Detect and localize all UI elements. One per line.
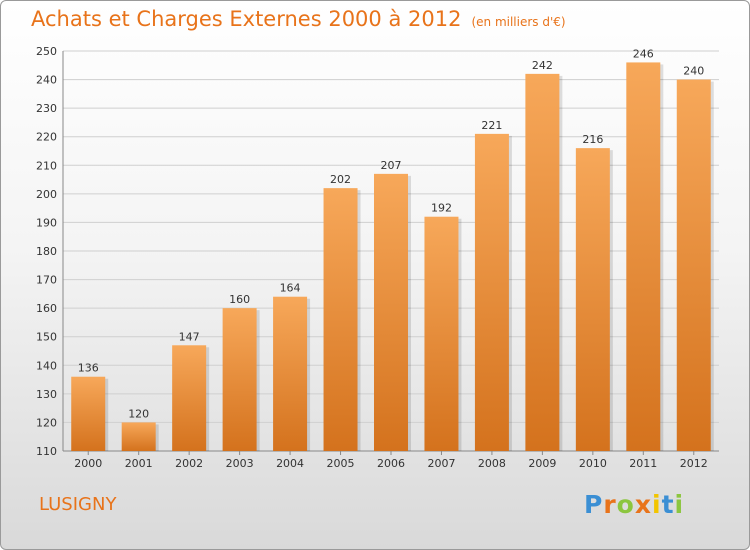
x-tick-label: 2001 — [125, 457, 153, 470]
y-tick-label: 240 — [36, 74, 57, 87]
bar-2000 — [71, 376, 106, 451]
y-tick-label: 120 — [36, 416, 57, 429]
x-tick-label: 2006 — [377, 457, 405, 470]
bar-2012 — [676, 79, 711, 452]
value-label: 240 — [683, 65, 704, 78]
y-tick-label: 170 — [36, 274, 57, 287]
logo-letter: i — [674, 490, 685, 519]
x-tick-label: 2012 — [680, 457, 708, 470]
bar-2006 — [374, 173, 408, 451]
value-label: 136 — [78, 362, 99, 375]
x-tick-label: 2003 — [226, 457, 254, 470]
place-name: LUSIGNY — [39, 494, 117, 515]
bar-2003 — [222, 308, 257, 451]
logo-letter: i — [652, 490, 662, 519]
x-tick-label: 2000 — [74, 457, 102, 470]
y-tick-label: 250 — [36, 45, 57, 58]
y-tick-label: 200 — [36, 188, 57, 201]
x-tick-label: 2010 — [579, 457, 607, 470]
value-label: 164 — [280, 282, 301, 295]
value-label: 207 — [381, 159, 402, 172]
logo-letter: P — [584, 490, 604, 519]
x-tick-label: 2007 — [427, 457, 455, 470]
x-tick-label: 2004 — [276, 457, 304, 470]
chart-title: Achats et Charges Externes 2000 à 2012 (e… — [31, 7, 566, 31]
bar-2002 — [172, 345, 207, 451]
label-layer: 110 120 130 140 150 160 170 180 190 200 210 220 230 2… — [36, 45, 708, 470]
chart-title-text: Achats et Charges Externes 2000 à 2012 — [31, 7, 462, 31]
value-label: 246 — [633, 47, 654, 60]
bar-2010 — [575, 148, 610, 451]
value-label: 242 — [532, 59, 553, 72]
value-label: 202 — [330, 173, 351, 186]
value-label: 147 — [179, 330, 200, 343]
value-label: 120 — [128, 407, 149, 420]
logo-letter: t — [661, 490, 675, 519]
x-tick-label: 2005 — [327, 457, 355, 470]
logo-letter: x — [634, 490, 652, 519]
value-label: 160 — [229, 293, 250, 306]
bar-2008 — [474, 133, 509, 451]
x-tick-label: 2002 — [175, 457, 203, 470]
x-tick-label: 2011 — [629, 457, 657, 470]
bar-2007 — [424, 216, 459, 451]
y-tick-label: 140 — [36, 359, 57, 372]
y-tick-label: 220 — [36, 131, 57, 144]
bar-2005 — [323, 188, 358, 451]
y-tick-label: 190 — [36, 216, 57, 229]
x-tick-label: 2008 — [478, 457, 506, 470]
proxiti-logo: Proxiti — [584, 490, 684, 519]
logo-letter: r — [603, 490, 617, 519]
bar-2011 — [626, 62, 661, 452]
logo-letter: o — [616, 490, 635, 519]
y-tick-label: 110 — [36, 445, 57, 458]
y-tick-label: 230 — [36, 102, 57, 115]
y-tick-label: 210 — [36, 159, 57, 172]
y-tick-label: 130 — [36, 388, 57, 401]
chart-subtitle: (en milliers d'€) — [471, 15, 566, 29]
value-label: 192 — [431, 202, 452, 215]
y-tick-label: 150 — [36, 331, 57, 344]
bar-2009 — [525, 73, 560, 451]
value-label: 221 — [481, 119, 502, 132]
y-tick-label: 160 — [36, 302, 57, 315]
y-tick-label: 180 — [36, 245, 57, 258]
x-tick-label: 2009 — [528, 457, 556, 470]
value-label: 216 — [582, 133, 603, 146]
bar-2004 — [273, 296, 308, 451]
bar-layer — [71, 62, 714, 452]
bar-2001 — [121, 422, 156, 451]
